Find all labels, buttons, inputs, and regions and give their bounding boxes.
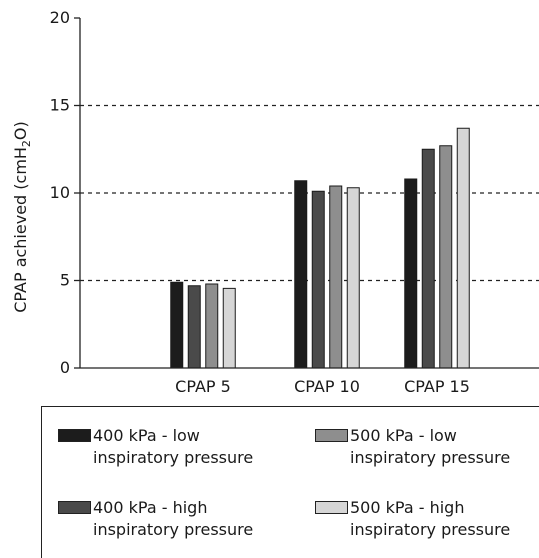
y-tick-label: 10 (50, 183, 70, 202)
legend-label-500-low: 500 kPa - low inspiratory pressure (350, 425, 539, 469)
legend-line2-400-low: inspiratory pressure (93, 448, 254, 467)
y-axis-title-main: CPAP achieved (cmH (11, 147, 30, 313)
y-tick-label: 20 (50, 8, 70, 27)
bar-cpap-5-series-3 (205, 283, 219, 369)
gridlines (80, 104, 539, 282)
legend-label-400-high: 400 kPa - high inspiratory pressure (93, 497, 283, 541)
legend-line1-500-low: 500 kPa - low (350, 426, 457, 445)
legend-line2-400-high: inspiratory pressure (93, 520, 254, 539)
legend-line1-400-high: 400 kPa - high (93, 498, 208, 517)
bar-chart: 0 5 10 15 20 CPAP 5 CPAP 10 CPAP 15 CPAP achie… (11, 8, 539, 396)
legend-item-500-high: 500 kPa - high inspiratory pressure (315, 497, 539, 541)
y-axis-title: CPAP achieved (cmH2O) (11, 121, 33, 313)
bar-cpap-5-series-2 (187, 285, 201, 369)
legend-label-400-low: 400 kPa - low inspiratory pressure (93, 425, 283, 469)
bar-cpap-10-series-1 (294, 180, 308, 369)
y-tick-label: 5 (60, 271, 70, 290)
legend-line1-500-high: 500 kPa - high (350, 498, 465, 517)
bar-cpap-10-series-2 (311, 190, 325, 369)
y-tick-label: 15 (50, 96, 70, 115)
x-tick-label: CPAP 5 (175, 377, 231, 396)
legend-swatch-500-low (315, 429, 348, 442)
bar-cpap-10-series-3 (329, 185, 343, 369)
legend-line1-400-low: 400 kPa - low (93, 426, 200, 445)
legend-swatch-500-high (315, 501, 348, 514)
legend-item-500-low: 500 kPa - low inspiratory pressure (315, 425, 539, 469)
legend-item-400-low: 400 kPa - low inspiratory pressure (58, 425, 283, 469)
x-tick-label: CPAP 15 (404, 377, 470, 396)
legend-line2-500-low: inspiratory pressure (350, 448, 511, 467)
legend-item-400-high: 400 kPa - high inspiratory pressure (58, 497, 283, 541)
bar-cpap-15-series-3 (439, 145, 453, 369)
x-tick-labels: CPAP 5 CPAP 10 CPAP 15 (175, 377, 470, 396)
bar-cpap-5-series-4 (222, 287, 236, 369)
y-tick-labels: 0 5 10 15 20 (50, 8, 70, 377)
legend: 400 kPa - low inspiratory pressure 500 kP… (41, 406, 539, 558)
y-tick-label: 0 (60, 358, 70, 377)
bar-cpap-15-series-2 (421, 148, 435, 369)
bar-cpap-5-series-1 (170, 281, 184, 369)
legend-swatch-400-high (58, 501, 91, 514)
x-tick-label: CPAP 10 (294, 377, 360, 396)
legend-line2-500-high: inspiratory pressure (350, 520, 511, 539)
legend-swatch-400-low (58, 429, 91, 442)
bar-cpap-15-series-1 (404, 178, 418, 369)
legend-label-500-high: 500 kPa - high inspiratory pressure (350, 497, 539, 541)
y-axis-title-tail: O) (11, 121, 30, 140)
y-axis-title-sub: 2 (20, 140, 33, 147)
axes (74, 17, 539, 369)
bars (170, 127, 470, 369)
bar-cpap-15-series-4 (456, 127, 470, 369)
bar-cpap-10-series-4 (346, 187, 360, 369)
